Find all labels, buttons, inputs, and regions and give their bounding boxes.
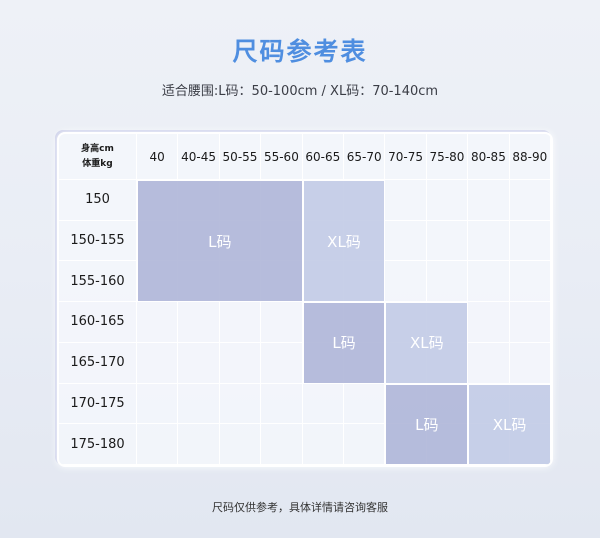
waist-fit-subtitle: 适合腰围:L码：50-100cm / XL码：70-140cm [161, 84, 439, 99]
table-cell [468, 180, 510, 221]
column-header: 40 [137, 134, 179, 180]
table-cell [137, 302, 179, 343]
size-block-xl: XL码 [385, 302, 469, 384]
column-header: 55-60 [261, 134, 303, 180]
table-cell [468, 261, 510, 303]
table-cell [219, 424, 262, 465]
row-header: 165-170 [59, 342, 137, 384]
table-cell [509, 180, 551, 221]
table-cell [468, 220, 510, 262]
table-cell [426, 180, 469, 221]
table-cell [385, 220, 427, 262]
column-header: 75-80 [426, 134, 469, 180]
column-header: 88-90 [509, 134, 551, 180]
footer-note: 尺码仅供参考，具体详情请咨询客服 [212, 501, 388, 514]
table-cell [426, 220, 469, 262]
weight-unit-label: 体重kg [82, 158, 113, 169]
page-title: 尺码参考表 [232, 37, 368, 66]
table-cell [261, 424, 303, 465]
table-cell [137, 342, 179, 384]
table-cell [178, 424, 220, 465]
column-header: 40-45 [178, 134, 220, 180]
column-header: 80-85 [468, 134, 510, 180]
table-cell [468, 342, 510, 384]
table-cell [261, 383, 303, 425]
table-cell [178, 383, 220, 425]
size-block-l: L码 [137, 180, 303, 303]
row-header: 150 [59, 180, 137, 221]
table-cell [344, 383, 386, 425]
table-corner-header: 身高cm 体重kg [59, 134, 137, 180]
table-cell [261, 342, 303, 384]
column-header: 60-65 [302, 134, 344, 180]
table-cell [509, 342, 551, 384]
table-cell [261, 302, 303, 343]
table-cell [219, 302, 262, 343]
size-block-xl: XL码 [302, 180, 386, 303]
row-header: 155-160 [59, 261, 137, 303]
table-cell [302, 424, 344, 465]
column-header: 50-55 [219, 134, 262, 180]
size-block-xl: XL码 [468, 383, 551, 465]
column-header: 70-75 [385, 134, 427, 180]
table-cell [178, 302, 220, 343]
table-cell [509, 302, 551, 343]
table-cell [426, 261, 469, 303]
table-cell [137, 424, 179, 465]
row-header: 160-165 [59, 302, 137, 343]
row-header: 150-155 [59, 220, 137, 262]
table-cell [385, 261, 427, 303]
table-cell [468, 302, 510, 343]
row-header: 170-175 [59, 383, 137, 425]
table-cell [509, 261, 551, 303]
table-cell [219, 342, 262, 384]
size-block-l: L码 [385, 383, 469, 465]
table-cell [219, 383, 262, 425]
height-unit-label: 身高cm [81, 143, 114, 154]
size-block-l: L码 [302, 302, 386, 384]
table-cell [302, 383, 344, 425]
table-cell [385, 180, 427, 221]
table-cell [137, 383, 179, 425]
table-cell [509, 220, 551, 262]
table-cell [178, 342, 220, 384]
row-header: 175-180 [59, 424, 137, 465]
size-chart-table: 身高cm 体重kg 40 40-45 50-55 55-60 60-65 65-70 70-… [57, 132, 553, 467]
table-cell [344, 424, 386, 465]
column-header: 65-70 [344, 134, 386, 180]
